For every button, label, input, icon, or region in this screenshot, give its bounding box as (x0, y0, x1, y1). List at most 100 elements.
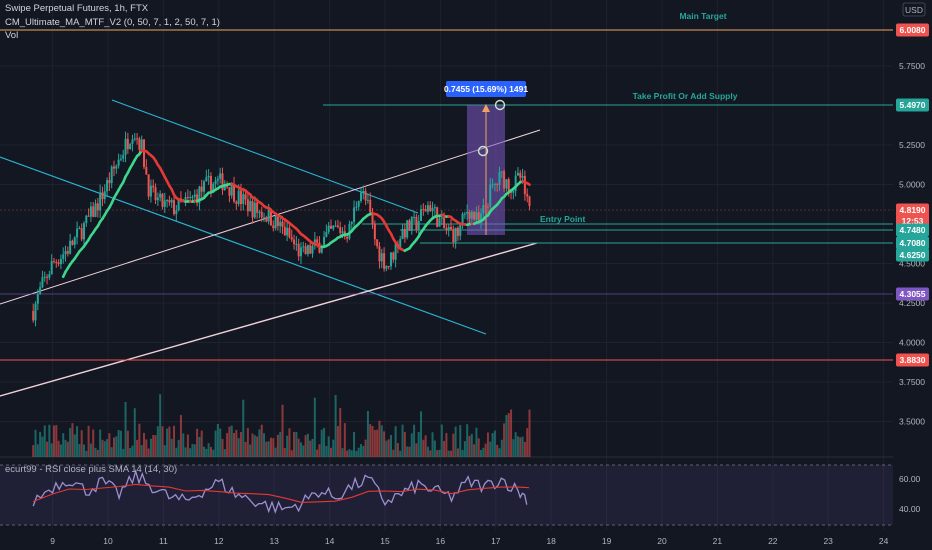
volume-bar (390, 434, 393, 457)
candle-body (357, 200, 360, 207)
volume-bar (177, 439, 180, 457)
volume-bar (96, 449, 99, 457)
volume-bar (306, 433, 309, 457)
price-axis[interactable]: 5.7500 5.2500 5.0000 4.5000 4.2500 4.0000 3.75… (893, 0, 932, 550)
volume-bar (288, 428, 291, 457)
time-axis[interactable]: 9 10 11 12 13 14 15 16 17 18 19 20 21 22 23 24 (50, 536, 888, 546)
volume-bar (408, 446, 411, 457)
rsi-legend[interactable]: ecurt99 - RSI close plus SMA 14 (14, 30) (5, 464, 178, 475)
candle-body (200, 186, 203, 192)
candle-body (438, 218, 441, 227)
volume-bar (281, 404, 284, 457)
candle-body (514, 175, 517, 191)
candle-body (89, 206, 92, 217)
volume-legend[interactable]: Vol (5, 30, 19, 41)
candle-body (265, 217, 268, 222)
volume-bar (55, 425, 58, 457)
volume-bar (258, 429, 261, 457)
take-profit-label: Take Profit Or Add Supply (633, 91, 738, 101)
candle-body (512, 190, 515, 193)
candle-body (184, 197, 187, 201)
time-tick-label: 10 (103, 536, 113, 546)
measure-label-box (446, 81, 526, 97)
volume-bar (156, 426, 159, 457)
volume-bar (422, 439, 425, 457)
volume-bar (207, 443, 210, 457)
candle-body (433, 207, 436, 209)
volume-bar (106, 439, 109, 457)
volume-bar (346, 450, 349, 457)
indicator-legend[interactable]: CM_Ultimate_MA_MTF_V2 (0, 50, 7, 1, 2, 5… (5, 17, 220, 28)
volume-bar (200, 430, 203, 457)
volume-bar (117, 429, 120, 457)
volume-bar (463, 441, 466, 457)
volume-bar (452, 433, 455, 457)
volume-bar (149, 438, 152, 457)
volume-bar (276, 434, 279, 457)
volume-bar (66, 441, 69, 457)
candle-body (341, 231, 344, 233)
candle-body (316, 239, 319, 243)
candle-body (496, 184, 499, 186)
candle-body (189, 196, 192, 198)
candle-body (390, 252, 393, 267)
candle-body (350, 222, 353, 225)
candle-body (387, 265, 390, 267)
volume-bar (413, 424, 416, 457)
candle-body (329, 225, 332, 229)
volume-bar (420, 411, 423, 457)
volume-bar (286, 435, 289, 457)
time-tick-label: 24 (879, 536, 889, 546)
candle-body (498, 172, 501, 185)
candle-body (156, 197, 159, 201)
volume-bar (519, 437, 522, 457)
volume-bar (445, 433, 448, 457)
level-2-tag-bg (896, 236, 929, 250)
volume-bar (359, 444, 362, 457)
candle-body (207, 175, 210, 178)
volume-bar (43, 425, 46, 457)
volume-bar (219, 428, 222, 457)
rsi-pane (0, 464, 893, 526)
volume-bar (523, 442, 526, 457)
volume-bar (528, 409, 531, 457)
candle-body (500, 171, 503, 173)
candle-body (212, 183, 215, 193)
volume-bar (122, 448, 125, 457)
candle-body (443, 217, 446, 229)
volume-bar (138, 423, 141, 457)
volume-bar (260, 424, 263, 457)
candle-body (69, 240, 72, 254)
volume-bar (198, 436, 201, 457)
volume-bar (226, 433, 229, 457)
volume-bar (433, 440, 436, 457)
candle-body (228, 187, 231, 196)
candle-body (85, 215, 88, 224)
volume-bar (366, 410, 369, 457)
candle-body (73, 237, 76, 245)
volume-bar (82, 444, 85, 457)
volume-bar (302, 445, 305, 457)
candle-body (376, 239, 379, 247)
candle-body (140, 139, 143, 150)
volume-bar (507, 413, 510, 457)
volume-bar (221, 438, 224, 457)
volume-bar (94, 447, 97, 457)
candle-body (32, 310, 35, 321)
volume-bar (332, 439, 335, 457)
candle-body (383, 253, 386, 269)
candle-body (401, 229, 404, 240)
volume-bar (447, 450, 450, 457)
candle-body (193, 194, 196, 197)
candle-body (198, 186, 201, 204)
time-tick-label: 17 (491, 536, 501, 546)
volume-bar (512, 439, 515, 457)
candle-body (327, 225, 330, 232)
volume-bar (179, 415, 182, 457)
candle-body (283, 226, 286, 236)
candle-body (521, 175, 524, 178)
volume-bar (510, 409, 513, 457)
price-axis-bg (893, 0, 932, 550)
symbol-legend[interactable]: Swipe Perpetual Futures, 1h, FTX (5, 3, 149, 14)
